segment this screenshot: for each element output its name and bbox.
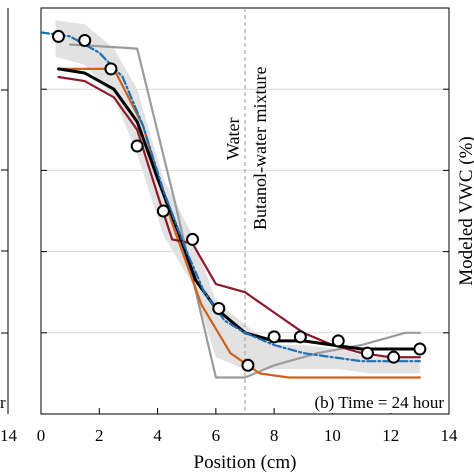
observed-point: [413, 342, 427, 356]
observed-point: [241, 358, 255, 372]
observed-point: [360, 346, 374, 360]
observed-point: [156, 204, 170, 218]
x-tick-label: 14: [441, 426, 459, 445]
observed-point: [130, 139, 144, 153]
observed-point: [331, 334, 345, 348]
series-line-1: [68, 43, 421, 379]
boundary-label-left: Water: [223, 117, 243, 160]
x-tick-label: 0: [37, 426, 46, 445]
x-tick-labels: 0 2 4 6 8 10 12 14: [37, 426, 458, 445]
series-line-2: [57, 67, 421, 379]
uncertainty-band: [55, 20, 420, 374]
observed-point: [212, 301, 226, 315]
axis-ticks: [40, 7, 450, 415]
x-tick-label: 2: [95, 426, 104, 445]
left-panel-fragment: r 14: [0, 8, 18, 445]
boundary-label-right: Butanol-water mixture: [250, 67, 270, 230]
observed-point: [267, 330, 281, 344]
uncertainty-band-area: [55, 20, 420, 374]
observed-point: [293, 330, 307, 344]
panel-label: (b) Time = 24 hour: [314, 393, 444, 412]
observed-point: [78, 33, 92, 47]
x-tick-label: 10: [324, 426, 341, 445]
x-tick-label: 8: [270, 426, 279, 445]
series-line-4: [57, 67, 422, 351]
series-line-3: [57, 75, 421, 359]
y-axis-label-right: Modeled VWC (%): [456, 136, 474, 286]
observed-points: [51, 29, 427, 372]
plot-area: Water Butanol-water mixture (b) Time = 2…: [39, 7, 450, 415]
x-tick-label: 4: [153, 426, 162, 445]
observed-point: [51, 29, 65, 43]
x-tick-label: 12: [382, 426, 399, 445]
panel-label-box: (b) Time = 24 hour: [282, 390, 448, 413]
observed-point: [186, 232, 200, 246]
left-panel-tick-label: 14: [0, 426, 18, 445]
x-tick-label: 6: [212, 426, 221, 445]
left-panel-annotation: r: [0, 393, 6, 412]
boundary-marker: Water Butanol-water mixture: [223, 8, 270, 414]
x-axis-label: Position (cm): [194, 452, 297, 473]
observed-point: [387, 350, 401, 364]
panel-label-background: [282, 390, 448, 413]
observed-point: [104, 62, 118, 76]
